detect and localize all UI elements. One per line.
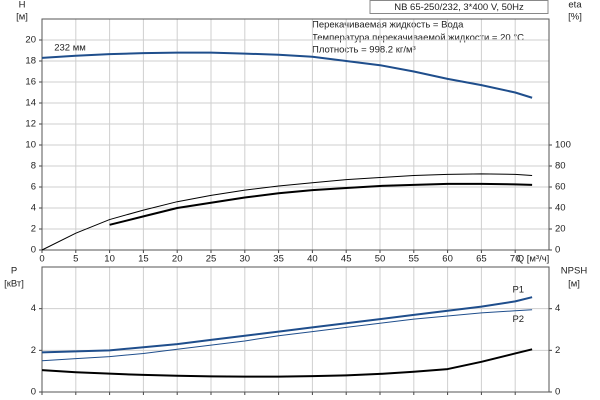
y-tick-label: 4 <box>31 303 36 314</box>
x-tick-label: 45 <box>341 254 352 265</box>
y2-tick-label: 20 <box>555 224 566 235</box>
annotation: Температура перекачиваемой жидкости = 20… <box>312 33 524 44</box>
y2-tick-label: 2 <box>555 345 560 356</box>
curve <box>41 173 533 251</box>
curve <box>41 296 533 354</box>
y-axis-label: H <box>19 0 26 11</box>
curve <box>41 348 533 378</box>
y2-tick-label: 0 <box>555 387 560 398</box>
x-tick-label: 65 <box>476 254 487 265</box>
y2-tick-label: 100 <box>555 140 571 151</box>
plot-frame <box>41 266 550 393</box>
x-tick-label: 50 <box>375 254 386 265</box>
y2-tick-label: 4 <box>555 303 560 314</box>
y-tick-label: 6 <box>31 182 36 193</box>
y2-tick-label: 80 <box>555 161 566 172</box>
y-tick-label: 2 <box>31 224 36 235</box>
y-tick-label: 14 <box>25 98 36 109</box>
y-tick-label: 10 <box>25 140 36 151</box>
plot-frame <box>41 18 550 251</box>
y-tick-label: 2 <box>31 345 36 356</box>
y-axis-unit: [кВт] <box>4 279 24 290</box>
y-tick-label: 20 <box>25 35 36 46</box>
y-tick-label: 18 <box>25 56 36 67</box>
y2-axis-unit: [%] <box>568 12 582 23</box>
x-tick-label: 40 <box>307 254 318 265</box>
y-tick-label: 0 <box>31 387 36 398</box>
x-tick-label: 30 <box>240 254 251 265</box>
x-tick-label: 5 <box>73 254 78 265</box>
title-box <box>369 0 549 14</box>
y-axis-label: P <box>11 266 17 277</box>
x-axis-label: Q [м³/ч] <box>517 254 550 265</box>
series-label: 232 мм <box>54 42 86 53</box>
x-tick-label: 55 <box>409 254 420 265</box>
y2-axis-label: NPSH <box>561 266 588 277</box>
y-tick-label: 8 <box>31 161 36 172</box>
curve <box>41 51 533 99</box>
x-tick-label: 20 <box>172 254 183 265</box>
y2-axis-unit: [м] <box>568 279 580 290</box>
y2-axis-label: eta <box>568 0 582 11</box>
chart-title: NB 65-250/232, 3*400 V, 50Hz <box>394 2 524 13</box>
x-tick-label: 60 <box>442 254 453 265</box>
series-label: P2 <box>512 314 524 325</box>
annotation: Плотность = 998.2 кг/м³ <box>312 45 416 56</box>
x-tick-label: 0 <box>39 254 44 265</box>
x-tick-label: 70 <box>510 254 521 265</box>
y-tick-label: 12 <box>25 119 36 130</box>
series-label: P1 <box>512 285 524 296</box>
curve <box>109 182 533 226</box>
y2-tick-label: 60 <box>555 182 566 193</box>
y-tick-label: 4 <box>31 203 36 214</box>
y-axis-unit: [м] <box>16 12 28 23</box>
curve <box>41 309 533 362</box>
y-tick-label: 0 <box>31 245 36 256</box>
x-tick-label: 25 <box>206 254 217 265</box>
x-tick-label: 35 <box>273 254 284 265</box>
annotation: Перекачиваемая жидкость = Вода <box>312 20 464 31</box>
x-tick-label: 15 <box>138 254 149 265</box>
x-tick-label: 10 <box>104 254 115 265</box>
y2-tick-label: 40 <box>555 203 566 214</box>
y-tick-label: 16 <box>25 77 36 88</box>
y2-tick-label: 0 <box>555 245 560 256</box>
